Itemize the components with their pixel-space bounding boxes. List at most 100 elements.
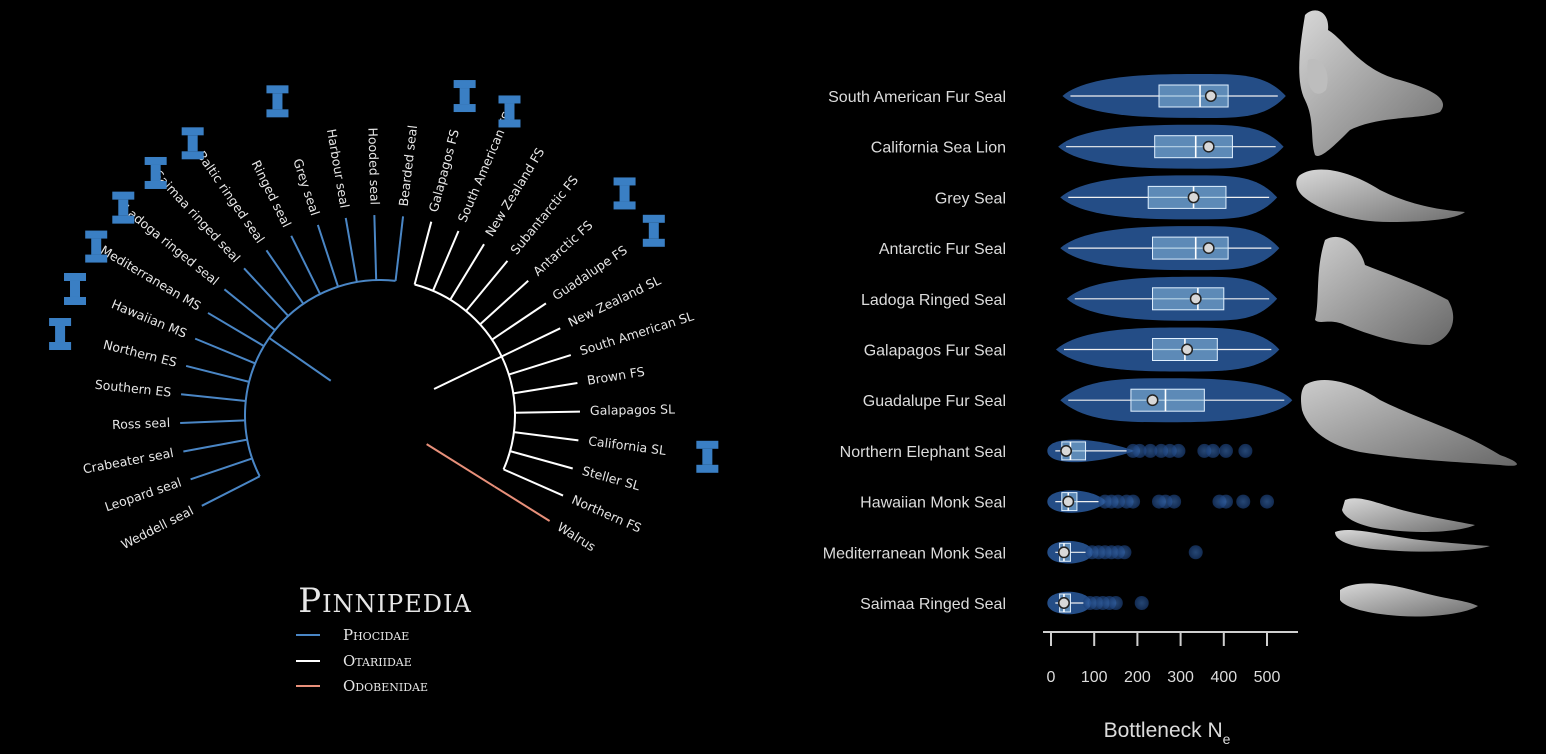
chart-row: South American Fur Seal	[828, 74, 1286, 118]
tree-branch	[449, 243, 485, 301]
category-label: Saimaa Ringed Seal	[860, 596, 1006, 613]
tree-branch	[508, 354, 572, 376]
tree-branch	[244, 279, 396, 477]
tree-leaf-label: Weddell seal	[119, 503, 196, 552]
tree-branch	[433, 355, 503, 390]
tree-branch	[432, 230, 460, 292]
category-label: Ladoga Ringed Seal	[861, 292, 1006, 309]
legend-label-otariidae: Otariidae	[343, 652, 412, 670]
tree-leaf-label: Hooded seal	[365, 127, 382, 205]
tree-leaf-label: Brown FS	[586, 364, 646, 388]
tree-leaf-label: Harbour seal	[324, 128, 353, 210]
outlier-point	[1218, 494, 1233, 509]
mean-point	[1202, 140, 1215, 153]
bottleneck-marker-icon	[642, 214, 665, 247]
tree-branch	[426, 443, 496, 488]
tree-leaf-label: Crabeater seal	[82, 445, 175, 477]
x-axis: 0 100 200 300 400 500	[1043, 631, 1298, 686]
category-label: South American Fur Seal	[828, 89, 1006, 106]
mean-point	[1060, 444, 1073, 457]
tree-branch	[223, 288, 276, 331]
category-label: Grey Seal	[935, 190, 1006, 207]
tree-branch	[268, 337, 332, 382]
tree-branch	[503, 468, 564, 497]
x-tick-label: 200	[1124, 669, 1151, 686]
tree-leaf-label: Ross seal	[112, 415, 171, 432]
chart-row: Northern Elephant Seal	[840, 439, 1253, 463]
bottleneck-ne-chart: South American Fur Seal California Sea Li…	[823, 10, 1517, 747]
tree-leaf-label: Leopard seal	[103, 474, 183, 514]
tree-leaf-label: Northern ES	[102, 337, 179, 370]
tree-branch	[465, 260, 509, 312]
mean-point	[1204, 90, 1217, 102]
elephant-seal-illustration	[1301, 380, 1517, 466]
tree-title: Pinnipedia	[298, 581, 472, 621]
chart-row: Galapagos Fur Seal	[864, 327, 1280, 372]
bottleneck-marker-icon	[181, 127, 204, 160]
ringed-seal-illustration	[1340, 583, 1478, 617]
category-label: Guadalupe Fur Seal	[863, 393, 1006, 410]
tree-branch	[180, 393, 246, 402]
category-label: Mediterranean Monk Seal	[823, 545, 1006, 562]
category-label: Galapagos Fur Seal	[864, 343, 1006, 360]
tree-branch	[185, 364, 250, 383]
bottleneck-marker-icon	[49, 318, 72, 351]
iqr-box	[1152, 287, 1225, 311]
mean-point	[1146, 394, 1159, 407]
tree-branch	[501, 327, 561, 358]
mean-point	[1181, 343, 1194, 356]
mean-point	[1189, 292, 1202, 305]
mean-point	[1058, 546, 1070, 559]
x-tick-label: 0	[1047, 669, 1056, 686]
harbour-seal-illustration	[1296, 169, 1465, 222]
outlier-point	[1108, 596, 1123, 610]
outlier-point	[1188, 545, 1203, 560]
tree-branch	[513, 431, 579, 442]
tree-leaf-label: Hawaiian MS	[109, 296, 189, 340]
chart-row: California Sea Lion	[871, 124, 1284, 169]
chart-rows: South American Fur Seal California Sea Li…	[823, 74, 1293, 615]
chart-row: Ladoga Ringed Seal	[861, 276, 1278, 321]
tree-branch	[513, 382, 578, 395]
bottleneck-marker-icon	[498, 95, 521, 128]
outlier-point	[1218, 443, 1233, 458]
tree-branch	[479, 279, 529, 326]
chart-row: Mediterranean Monk Seal	[823, 541, 1203, 564]
sea-lion-illustration	[1315, 236, 1454, 345]
tree-branch	[183, 438, 248, 453]
iqr-box	[1152, 236, 1229, 260]
tree-branch	[316, 224, 340, 287]
tree-branch	[344, 217, 358, 283]
tree-leaf-label: Galapagos SL	[590, 402, 675, 418]
tree-branch	[201, 475, 261, 507]
x-tick-label: 300	[1167, 669, 1194, 686]
tree-branch	[265, 249, 305, 305]
outlier-point	[1260, 494, 1274, 509]
x-axis-label: Bottleneck Ne	[1104, 719, 1231, 747]
tree-leaf-label: Bearded seal	[396, 124, 420, 207]
chart-row: Hawaiian Monk Seal	[860, 490, 1274, 513]
tree-leaf-label: Northern FS	[570, 492, 644, 536]
category-label: Hawaiian Monk Seal	[860, 495, 1006, 512]
tree-branch	[373, 215, 378, 281]
tree-branch	[509, 450, 573, 470]
bottleneck-marker-icon	[64, 272, 87, 305]
tree-branch	[190, 457, 253, 481]
mean-point	[1202, 242, 1215, 255]
x-tick-label: 500	[1254, 669, 1281, 686]
fur-seal-illustration	[1299, 10, 1444, 156]
outlier-point	[1126, 494, 1141, 509]
bottleneck-marker-icon	[453, 80, 476, 113]
bottleneck-marker-icon	[112, 191, 135, 224]
chart-row: Saimaa Ringed Seal	[860, 591, 1149, 615]
tree-branch	[194, 337, 256, 365]
outlier-point	[1132, 443, 1147, 458]
bottleneck-marker-icon	[613, 177, 636, 210]
tree-leaf-label: Walrus	[555, 519, 599, 554]
tree-leaf-label: Southern ES	[94, 377, 172, 400]
iqr-box	[1154, 135, 1233, 159]
bottleneck-marker-icon	[144, 156, 167, 189]
outlier-point	[1206, 443, 1220, 458]
